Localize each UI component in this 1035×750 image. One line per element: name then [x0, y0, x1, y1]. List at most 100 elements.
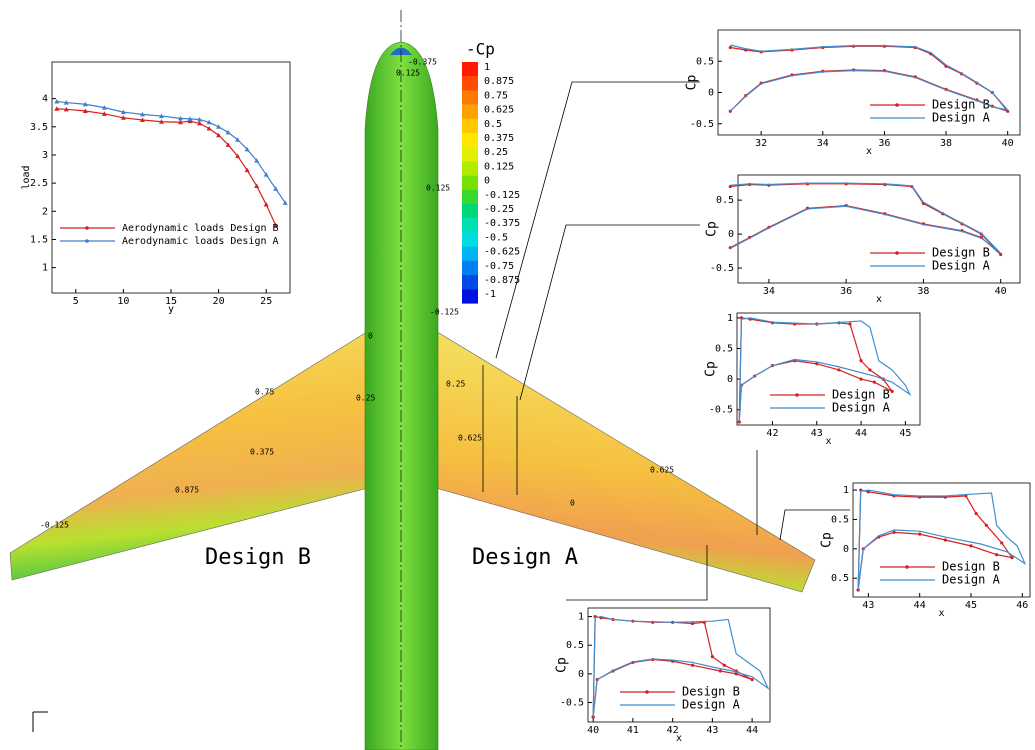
marker: [187, 116, 193, 121]
marker: [101, 111, 107, 116]
marker: [63, 106, 69, 112]
contour-label: 0.25: [446, 380, 465, 389]
marker: [273, 186, 279, 191]
y-axis-label: Cp: [704, 361, 719, 377]
x-axis-label: x: [938, 608, 944, 619]
colorbar-cell: [462, 218, 478, 233]
marker: [984, 523, 988, 527]
x-tick-label: 41: [627, 725, 639, 736]
colorbar-cell: [462, 62, 478, 77]
x-tick-label: 34: [763, 286, 775, 297]
legend-label: Design A: [932, 111, 991, 125]
marker: [139, 111, 145, 117]
marker: [254, 183, 260, 188]
y-tick-label: 3.5: [30, 122, 48, 133]
design-b-label: Design B: [205, 545, 311, 570]
marker: [63, 100, 69, 105]
marker: [995, 553, 999, 557]
colorbar-cell: [462, 189, 478, 205]
x-tick-label: 38: [940, 138, 952, 149]
y-tick-label: -0.5: [690, 119, 714, 130]
x-tick-label: 44: [855, 428, 867, 439]
contour-label: 0: [368, 332, 373, 341]
x-tick-label: 20: [213, 296, 225, 307]
legend-label: Design A: [932, 259, 991, 273]
marker: [890, 389, 894, 393]
legend-label: Design B: [832, 388, 890, 402]
marker: [263, 172, 269, 177]
marker: [197, 116, 203, 122]
colorbar-label: -0.125: [484, 190, 520, 201]
y-axis-label: Cp: [705, 221, 720, 237]
series-line: [857, 489, 1027, 591]
contour-label: 0: [570, 499, 575, 508]
legend-label: Design B: [932, 98, 990, 112]
marker: [868, 368, 872, 372]
y-tick-label: 0: [843, 544, 849, 555]
marker: [158, 113, 164, 119]
marker: [690, 663, 695, 667]
marker: [892, 530, 896, 534]
colorbar-label: -0.5: [484, 232, 508, 243]
x-tick-label: 32: [755, 138, 767, 149]
leader-lines: [482, 81, 850, 601]
marker: [859, 359, 863, 363]
y-tick-label: 2: [42, 206, 48, 217]
colorbar-label: 1: [484, 62, 490, 73]
marker: [1010, 556, 1014, 560]
x-tick-label: 15: [165, 296, 177, 307]
marker: [187, 118, 193, 124]
marker: [872, 380, 876, 384]
y-tick-label: 3: [42, 150, 48, 161]
fuselage: [364, 41, 439, 750]
colorbar-label: -0.625: [484, 247, 520, 258]
plot-background: [717, 29, 1021, 136]
x-tick-label: 44: [746, 725, 758, 736]
marker: [969, 544, 973, 548]
marker: [120, 115, 126, 120]
marker: [197, 120, 203, 126]
design-a-label: Design A: [472, 545, 578, 570]
contour-label: 0.125: [396, 69, 420, 78]
legend-label: Aerodynamic loads Design B: [122, 223, 279, 234]
colorbar-cell: [462, 76, 478, 91]
x-axis-label: y: [168, 304, 174, 315]
x-axis-label: x: [876, 294, 882, 305]
y-tick-label: 1: [843, 485, 849, 496]
colorbar-label: 0.375: [484, 133, 514, 144]
colorbar-label: 0.625: [484, 105, 514, 116]
contour-label: 0.625: [650, 466, 674, 475]
colorbar-label: 0.875: [484, 76, 514, 87]
x-tick-label: 10: [117, 296, 129, 307]
marker: [225, 142, 231, 147]
contour-label: 0.625: [458, 434, 482, 443]
marker: [718, 669, 722, 673]
marker: [54, 98, 60, 104]
series-line: [738, 317, 912, 422]
x-tick-label: 46: [1016, 600, 1028, 611]
contour-label: -0.125: [40, 521, 69, 530]
x-tick-label: 43: [706, 725, 718, 736]
plot-background: [587, 607, 771, 723]
x-tick-label: 40: [587, 725, 599, 736]
y-tick-label: 0.5: [696, 56, 714, 67]
legend-marker: [905, 565, 909, 569]
marker: [273, 222, 279, 228]
legend-label: Design B: [942, 560, 1000, 574]
y-tick-label: 0: [727, 374, 733, 385]
y-tick-label: 1: [727, 313, 733, 324]
marker: [101, 105, 107, 110]
marker: [178, 119, 184, 125]
colorbar-label: 0.5: [484, 119, 502, 130]
x-tick-label: 44: [914, 600, 926, 611]
colorbar-cell: [462, 147, 478, 162]
y-tick-label: 0.5: [566, 640, 584, 651]
marker: [999, 252, 1003, 257]
colorbar-label: -0.75: [484, 261, 514, 272]
marker: [178, 115, 184, 121]
x-tick-label: 45: [965, 600, 977, 611]
colorbar-label: 0.125: [484, 161, 514, 172]
plot-background: [852, 482, 1031, 598]
